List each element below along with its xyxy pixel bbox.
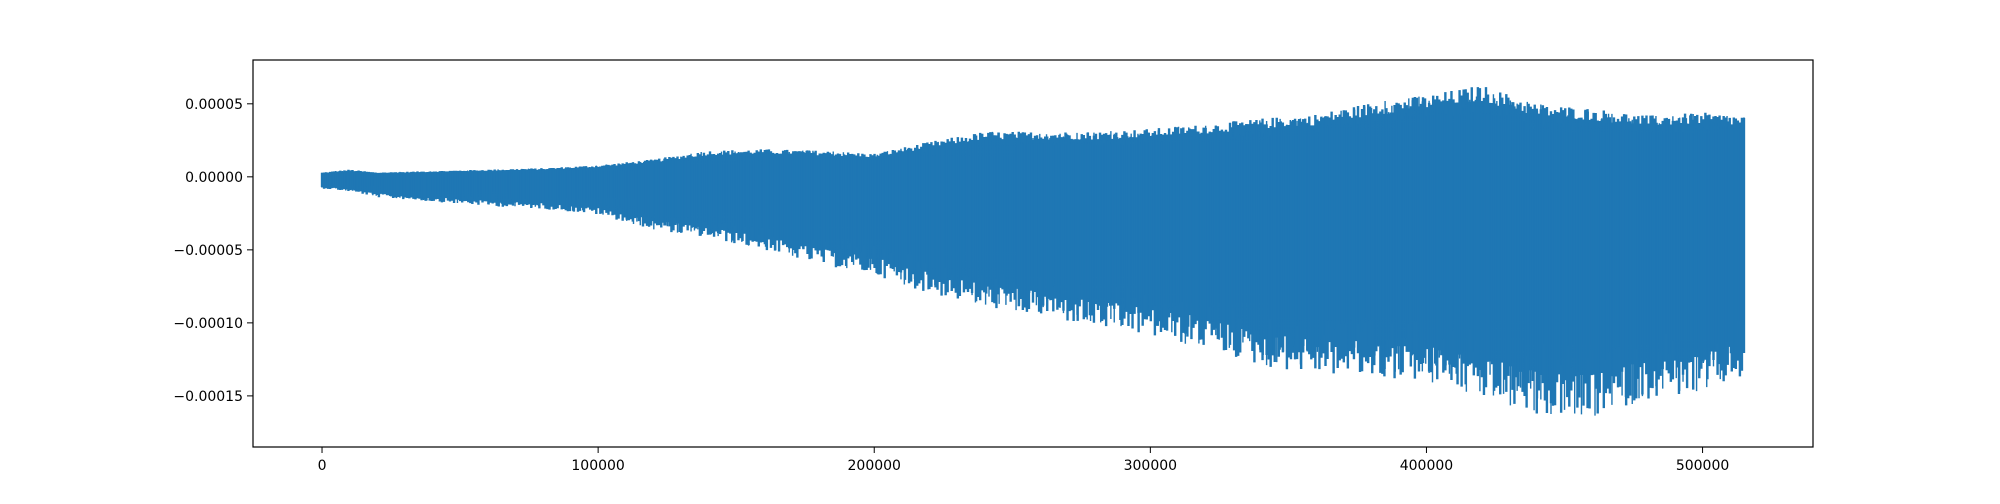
series-spikes <box>321 94 1745 416</box>
x-axis: 0 100000 200000 300000 400000 500000 <box>318 447 1729 474</box>
x-tick-label: 400000 <box>1400 458 1453 474</box>
axes-frame <box>252 59 1814 448</box>
plot-area <box>320 87 1746 416</box>
x-tick-label: 200000 <box>848 458 901 474</box>
x-tick-label: 100000 <box>571 458 624 474</box>
y-tick-label: 0.00000 <box>185 170 243 186</box>
x-tick-label: 300000 <box>1124 458 1177 474</box>
y-tick-label: −0.00010 <box>173 316 243 332</box>
x-tick-label: 500000 <box>1676 458 1729 474</box>
x-tick-label: 0 <box>318 458 327 474</box>
y-tick-label: 0.00005 <box>185 97 243 113</box>
y-tick-label: −0.00005 <box>173 243 243 259</box>
y-tick-label: −0.00015 <box>173 389 243 405</box>
y-axis: 0.00005 0.00000 −0.00005 −0.00010 −0.00015 <box>173 97 253 405</box>
